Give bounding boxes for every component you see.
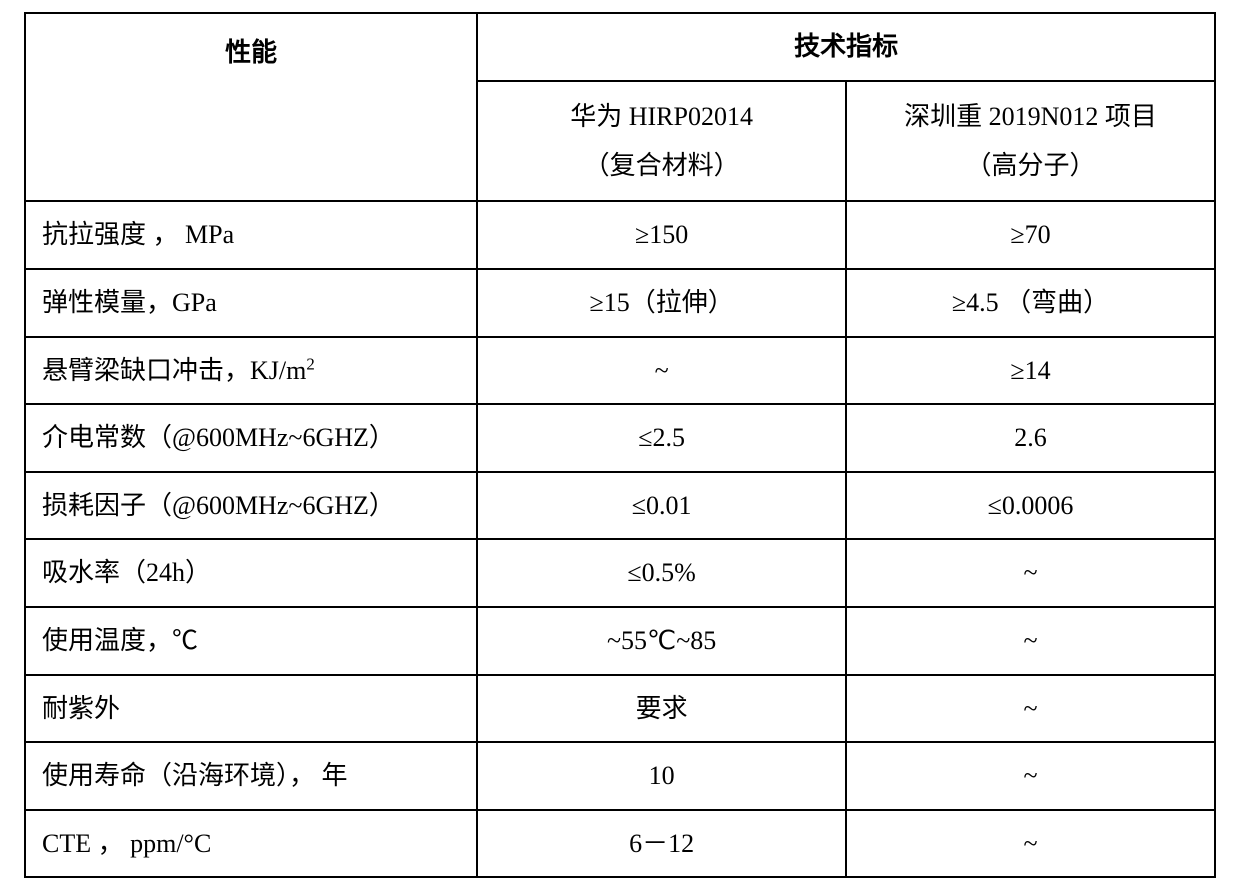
table-row: 抗拉强度 ， MPa ≥150 ≥70 xyxy=(25,201,1215,269)
cell-label: 耐紫外 xyxy=(25,675,477,743)
cell-label: 使用寿命（沿海环境）， 年 xyxy=(25,742,477,810)
cell-label: 使用温度，℃ xyxy=(25,607,477,675)
header-performance: 性能 xyxy=(25,13,477,201)
cell-value: 要求 xyxy=(477,675,846,743)
cell-label: CTE ， ppm/°C xyxy=(25,810,477,878)
cell-value: ≤2.5 xyxy=(477,404,846,472)
table-header-row: 性能 技术指标 xyxy=(25,13,1215,81)
cell-value: ≥15（拉伸） xyxy=(477,269,846,337)
cell-label: 悬臂梁缺口冲击，KJ/m2 xyxy=(25,337,477,405)
cell-value: ~ xyxy=(846,607,1215,675)
table-row: 弹性模量，GPa ≥15（拉伸） ≥4.5 （弯曲） xyxy=(25,269,1215,337)
cell-value: ~ xyxy=(477,337,846,405)
table-row: 使用寿命（沿海环境）， 年 10 ~ xyxy=(25,742,1215,810)
table-row: 介电常数（@600MHz~6GHZ） ≤2.5 2.6 xyxy=(25,404,1215,472)
subheader-col2-line1: 深圳重 2019N012 项目 xyxy=(904,102,1157,131)
subheader-col1: 华为 HIRP02014 （复合材料） xyxy=(477,81,846,202)
cell-label: 弹性模量，GPa xyxy=(25,269,477,337)
table-row: 吸水率（24h） ≤0.5% ~ xyxy=(25,539,1215,607)
subheader-col2-line2: （高分子） xyxy=(966,151,1096,180)
cell-value: ≤0.01 xyxy=(477,472,846,540)
subheader-col1-line1: 华为 HIRP02014 xyxy=(570,102,753,131)
table-row: 损耗因子（@600MHz~6GHZ） ≤0.01 ≤0.0006 xyxy=(25,472,1215,540)
cell-value: ~ xyxy=(846,539,1215,607)
cell-value: ≥150 xyxy=(477,201,846,269)
cell-value: ≥70 xyxy=(846,201,1215,269)
cell-label: 吸水率（24h） xyxy=(25,539,477,607)
cell-value: ≤0.5% xyxy=(477,539,846,607)
cell-value: ~ xyxy=(846,810,1215,878)
cell-label: 介电常数（@600MHz~6GHZ） xyxy=(25,404,477,472)
cell-value: ~55℃~85 xyxy=(477,607,846,675)
cell-value: 10 xyxy=(477,742,846,810)
table-body: 抗拉强度 ， MPa ≥150 ≥70 弹性模量，GPa ≥15（拉伸） ≥4.… xyxy=(25,201,1215,877)
table-row: 悬臂梁缺口冲击，KJ/m2 ~ ≥14 xyxy=(25,337,1215,405)
spec-table: 性能 技术指标 华为 HIRP02014 （复合材料） 深圳重 2019N012… xyxy=(24,12,1216,878)
table-row: CTE ， ppm/°C 6－12 ~ xyxy=(25,810,1215,878)
subheader-col2: 深圳重 2019N012 项目 （高分子） xyxy=(846,81,1215,202)
cell-value: ≥4.5 （弯曲） xyxy=(846,269,1215,337)
cell-value: 2.6 xyxy=(846,404,1215,472)
header-spec-group: 技术指标 xyxy=(477,13,1215,81)
cell-value: ~ xyxy=(846,675,1215,743)
table-row: 使用温度，℃ ~55℃~85 ~ xyxy=(25,607,1215,675)
cell-label: 抗拉强度 ， MPa xyxy=(25,201,477,269)
cell-value: 6－12 xyxy=(477,810,846,878)
table-row: 耐紫外 要求 ~ xyxy=(25,675,1215,743)
cell-value: ~ xyxy=(846,742,1215,810)
cell-value: ≤0.0006 xyxy=(846,472,1215,540)
cell-label: 损耗因子（@600MHz~6GHZ） xyxy=(25,472,477,540)
subheader-col1-line2: （复合材料） xyxy=(584,151,740,180)
cell-value: ≥14 xyxy=(846,337,1215,405)
